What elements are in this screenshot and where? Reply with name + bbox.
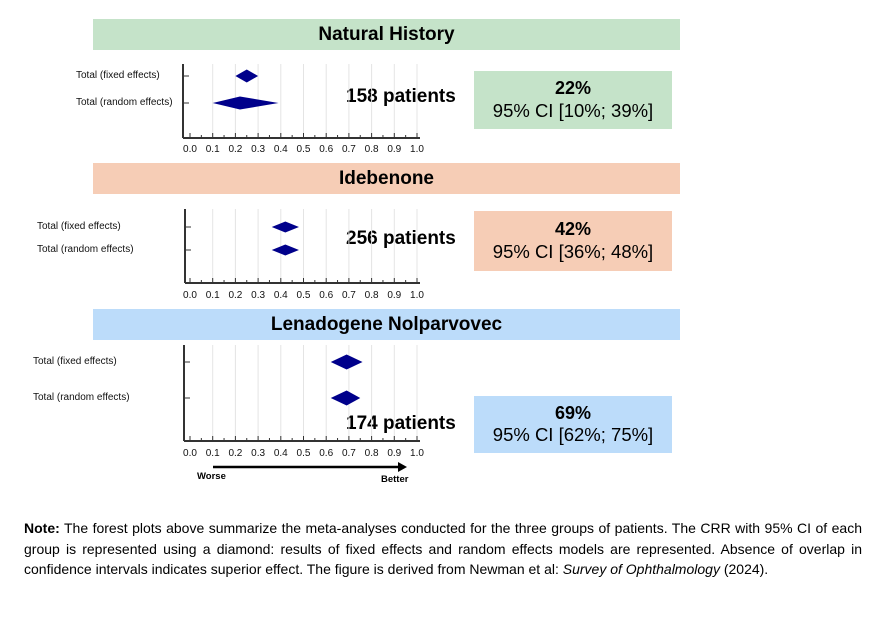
x-tick-label: 0.1 <box>206 448 220 459</box>
row-label-fixed: Total (fixed effects) <box>37 221 121 232</box>
summary-box-natural-history: 22% 95% CI [10%; 39%] <box>474 71 672 129</box>
x-tick-label: 0.0 <box>183 448 197 459</box>
row-label-random: Total (random effects) <box>76 97 173 108</box>
summary-ci: 95% CI [62%; 75%] <box>492 424 654 446</box>
journal-name: Survey of Ophthalmology <box>562 561 720 577</box>
x-tick-label: 0.7 <box>342 448 356 459</box>
row-label-random: Total (random effects) <box>37 244 134 255</box>
forest-plot-2: 0.0 0.1 0.2 0.3 0.4 0.5 0.6 0.7 0.8 0.9 1.0 <box>183 345 424 459</box>
x-tick-label: 0.9 <box>387 144 401 155</box>
x-tick-label: 0.6 <box>319 144 333 155</box>
x-tick-label: 0.5 <box>297 290 311 301</box>
figure-note: Note: The forest plots above summarize t… <box>24 518 862 580</box>
group-header-idebenone: Idebenone <box>93 163 680 194</box>
x-tick-label: 0.6 <box>319 448 333 459</box>
x-tick-label: 0.0 <box>183 144 197 155</box>
x-tick-label: 0.8 <box>365 290 379 301</box>
diamond-fixed-effects <box>271 221 299 233</box>
x-tick-label: 0.1 <box>206 290 220 301</box>
summary-box-lenadogene-nolparvovec: 69% 95% CI [62%; 75%] <box>474 396 672 453</box>
summary-percent: 22% <box>554 78 592 99</box>
group-header-natural-history: Natural History <box>93 19 680 50</box>
x-tick-label: 0.8 <box>365 448 379 459</box>
x-tick-label: 0.4 <box>274 144 288 155</box>
better-label: Better <box>381 474 409 485</box>
diamond-fixed-effects <box>235 69 259 83</box>
x-tick-label: 1.0 <box>410 144 424 155</box>
diamond-random-effects <box>212 96 279 110</box>
x-tick-label: 0.3 <box>251 144 265 155</box>
diamond-random-effects <box>271 244 299 256</box>
x-tick-label: 0.3 <box>251 448 265 459</box>
summary-box-idebenone: 42% 95% CI [36%; 48%] <box>474 211 672 271</box>
group-title: Idebenone <box>338 167 434 189</box>
x-tick-label: 0.4 <box>274 448 288 459</box>
x-tick-label: 0.9 <box>387 448 401 459</box>
x-tick-label: 0.1 <box>206 144 220 155</box>
diamond-fixed-effects <box>330 354 363 370</box>
worse-label: Worse <box>197 471 226 482</box>
x-tick-label: 0.2 <box>228 448 242 459</box>
x-tick-label: 0.4 <box>274 290 288 301</box>
note-text: The forest plots above summarize the met… <box>24 520 862 577</box>
x-tick-label: 0.3 <box>251 290 265 301</box>
x-tick-label: 0.9 <box>387 290 401 301</box>
summary-ci: 95% CI [10%; 39%] <box>492 99 654 121</box>
patients-count: 158 patients <box>346 86 456 107</box>
summary-ci: 95% CI [36%; 48%] <box>492 240 654 262</box>
forest-plot-0: 0.0 0.1 0.2 0.3 0.4 0.5 0.6 0.7 0.8 0.9 1.0 <box>182 64 424 155</box>
note-year: (2024). <box>719 561 769 577</box>
row-label-random: Total (random effects) <box>33 392 130 403</box>
x-tick-label: 0.5 <box>297 448 311 459</box>
patients-count: 174 patients <box>346 413 456 434</box>
row-label-fixed: Total (fixed effects) <box>76 70 160 81</box>
row-label-fixed: Total (fixed effects) <box>33 356 117 367</box>
x-tick-label: 0.2 <box>228 290 242 301</box>
summary-percent: 42% <box>554 219 592 240</box>
group-title: Natural History <box>318 23 455 45</box>
note-lead: Note: <box>24 520 60 536</box>
forest-plot-1: 0.0 0.1 0.2 0.3 0.4 0.5 0.6 0.7 0.8 0.9 1.0 <box>183 209 424 301</box>
x-tick-label: 0.5 <box>297 144 311 155</box>
group-header-lenadogene-nolparvovec: Lenadogene Nolparvovec <box>93 309 680 340</box>
summary-percent: 69% <box>554 402 592 423</box>
x-tick-label: 0.6 <box>319 290 333 301</box>
x-tick-label: 0.7 <box>342 290 356 301</box>
x-tick-label: 0.7 <box>342 144 356 155</box>
x-tick-label: 0.0 <box>183 290 197 301</box>
x-tick-label: 1.0 <box>410 448 424 459</box>
direction-arrow <box>213 462 407 472</box>
patients-count: 256 patients <box>346 228 456 249</box>
x-tick-label: 1.0 <box>410 290 424 301</box>
group-title: Lenadogene Nolparvovec <box>270 313 503 335</box>
diamond-random-effects <box>330 390 361 406</box>
x-tick-label: 0.2 <box>228 144 242 155</box>
x-tick-label: 0.8 <box>365 144 379 155</box>
